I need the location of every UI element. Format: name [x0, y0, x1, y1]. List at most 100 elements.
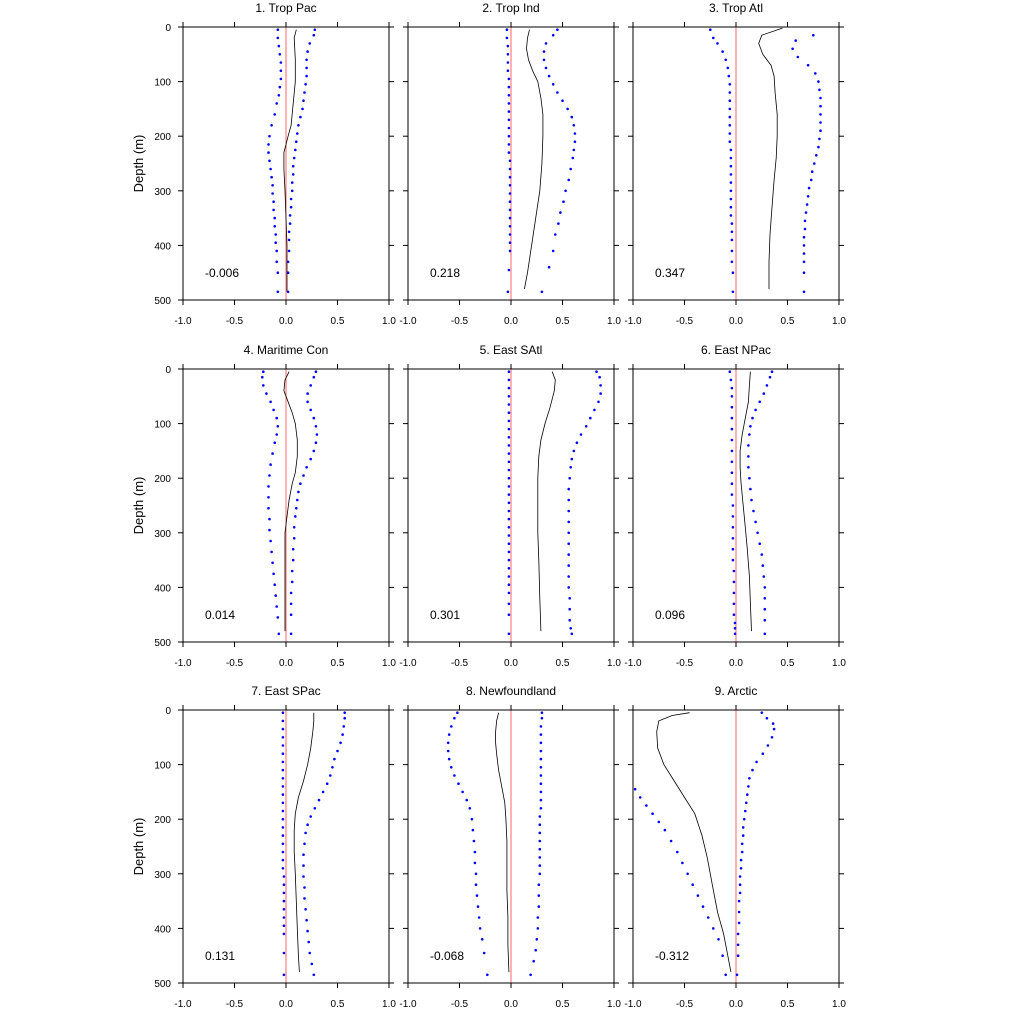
- upper-bound-dot: [744, 809, 747, 813]
- lower-bound-dot: [465, 798, 469, 802]
- correlation-value: 0.096: [655, 608, 685, 622]
- upper-bound-dot: [299, 115, 302, 119]
- lower-bound-dot: [506, 290, 510, 294]
- upper-bound-dot: [286, 271, 290, 275]
- upper-bound-dot: [534, 948, 537, 952]
- upper-bound-dot: [796, 55, 800, 59]
- upper-bound-dot: [329, 774, 332, 777]
- lower-bound-dot: [268, 528, 271, 532]
- x-tick-label: -0.5: [451, 658, 469, 669]
- y-tick-label: 500: [154, 296, 171, 307]
- lower-bound-dot: [281, 867, 285, 870]
- x-tick-label: 1.0: [382, 658, 396, 669]
- upper-bound-dot: [538, 864, 542, 867]
- lower-bound-dot: [507, 485, 511, 488]
- panel-4: -1.0 -0.5 0.0 0.5 1.0 0 100 200 300 400 500 4. Mari…: [131, 343, 396, 669]
- upper-bound-dot: [761, 752, 765, 755]
- y-tick-label: 0: [165, 706, 171, 717]
- lower-bound-dot: [508, 167, 512, 171]
- upper-bound-dot: [289, 632, 293, 636]
- lower-bound-dot: [728, 132, 732, 135]
- lower-bound-dot: [282, 883, 286, 886]
- y-tick-label: 100: [154, 78, 171, 89]
- upper-bound-dot: [529, 973, 532, 977]
- lower-bound-dot: [275, 416, 279, 420]
- lower-bound-dot: [507, 444, 511, 447]
- upper-bound-dot: [567, 487, 570, 491]
- upper-bound-dot: [287, 249, 291, 253]
- upper-bound-dot: [567, 575, 570, 578]
- y-tick-label: 200: [154, 474, 171, 485]
- lower-bound-dot: [272, 200, 275, 203]
- upper-bound-dot: [314, 425, 318, 428]
- lower-bound-dot: [279, 61, 283, 64]
- upper-bound-dot: [559, 211, 562, 214]
- lower-bound-dot: [270, 550, 273, 554]
- upper-bound-dot: [761, 564, 765, 567]
- upper-bound-dot: [556, 91, 559, 94]
- lower-bound-dot: [728, 140, 732, 143]
- y-tick-label: 500: [154, 638, 171, 649]
- lower-bound-dot: [275, 260, 279, 264]
- lower-bound-dot: [730, 471, 734, 475]
- upper-bound-dot: [309, 815, 313, 818]
- upper-bound-dot: [819, 121, 822, 124]
- upper-bound-dot: [312, 375, 316, 379]
- upper-bound-dot: [737, 910, 741, 914]
- upper-bound-dot: [317, 798, 321, 802]
- lower-bound-dot: [281, 834, 285, 837]
- lower-bound-dot: [729, 378, 733, 382]
- correlation-value: -0.312: [655, 949, 689, 963]
- lower-bound-dot: [275, 605, 279, 608]
- lower-bound-dot: [475, 894, 479, 897]
- upper-bound-dot: [562, 200, 565, 203]
- upper-bound-dot: [763, 632, 767, 636]
- panel-title: 3. Trop Atl: [709, 1, 763, 15]
- x-tick-label: -0.5: [226, 999, 244, 1010]
- x-tick-label: -0.5: [676, 658, 694, 669]
- upper-bound-dot: [749, 425, 752, 428]
- upper-bound-dot: [570, 115, 574, 119]
- lower-bound-dot: [508, 233, 512, 236]
- lower-bound-dot: [281, 744, 285, 747]
- lower-bound-dot: [730, 230, 734, 234]
- x-tick-label: -1.0: [399, 316, 417, 327]
- upper-bound-dot: [741, 826, 745, 829]
- x-tick-label: -0.5: [676, 999, 694, 1010]
- x-tick-label: 0.0: [504, 658, 518, 669]
- upper-bound-dot: [567, 498, 570, 502]
- lower-bound-dot: [729, 148, 733, 152]
- lower-bound-dot: [651, 812, 654, 815]
- upper-bound-dot: [794, 39, 797, 42]
- upper-bound-dot: [315, 433, 319, 436]
- upper-bound-dot: [818, 88, 821, 92]
- lower-bound-dot: [272, 572, 275, 576]
- upper-bound-dot: [538, 847, 542, 851]
- x-tick-label: 0.5: [781, 316, 795, 327]
- upper-bound-dot: [758, 542, 761, 545]
- upper-bound-dot: [314, 370, 318, 374]
- lower-bound-dot: [728, 91, 732, 94]
- upper-bound-dot: [286, 260, 290, 264]
- lower-bound-dot: [681, 861, 684, 865]
- upper-bound-dot: [308, 42, 312, 45]
- x-tick-label: 0.0: [729, 316, 743, 327]
- x-tick-label: 0.5: [331, 999, 345, 1010]
- upper-bound-dot: [754, 408, 757, 412]
- upper-bound-dot: [302, 474, 305, 477]
- correlation-value: 0.131: [205, 949, 235, 963]
- lower-bound-dot: [281, 752, 285, 755]
- x-tick-label: 0.5: [556, 316, 570, 327]
- lower-bound-dot: [271, 184, 274, 187]
- lower-bound-dot: [733, 621, 737, 625]
- lower-bound-dot: [269, 400, 272, 404]
- lower-bound-dot: [281, 736, 285, 739]
- mean-profile-line: [537, 371, 556, 632]
- panel-title: 1. Trop Pac: [255, 1, 316, 15]
- lower-bound-dot: [729, 214, 733, 217]
- upper-bound-dot: [537, 894, 541, 897]
- x-tick-label: 0.0: [504, 999, 518, 1010]
- upper-bound-dot: [539, 757, 543, 761]
- upper-bound-dot: [538, 815, 542, 818]
